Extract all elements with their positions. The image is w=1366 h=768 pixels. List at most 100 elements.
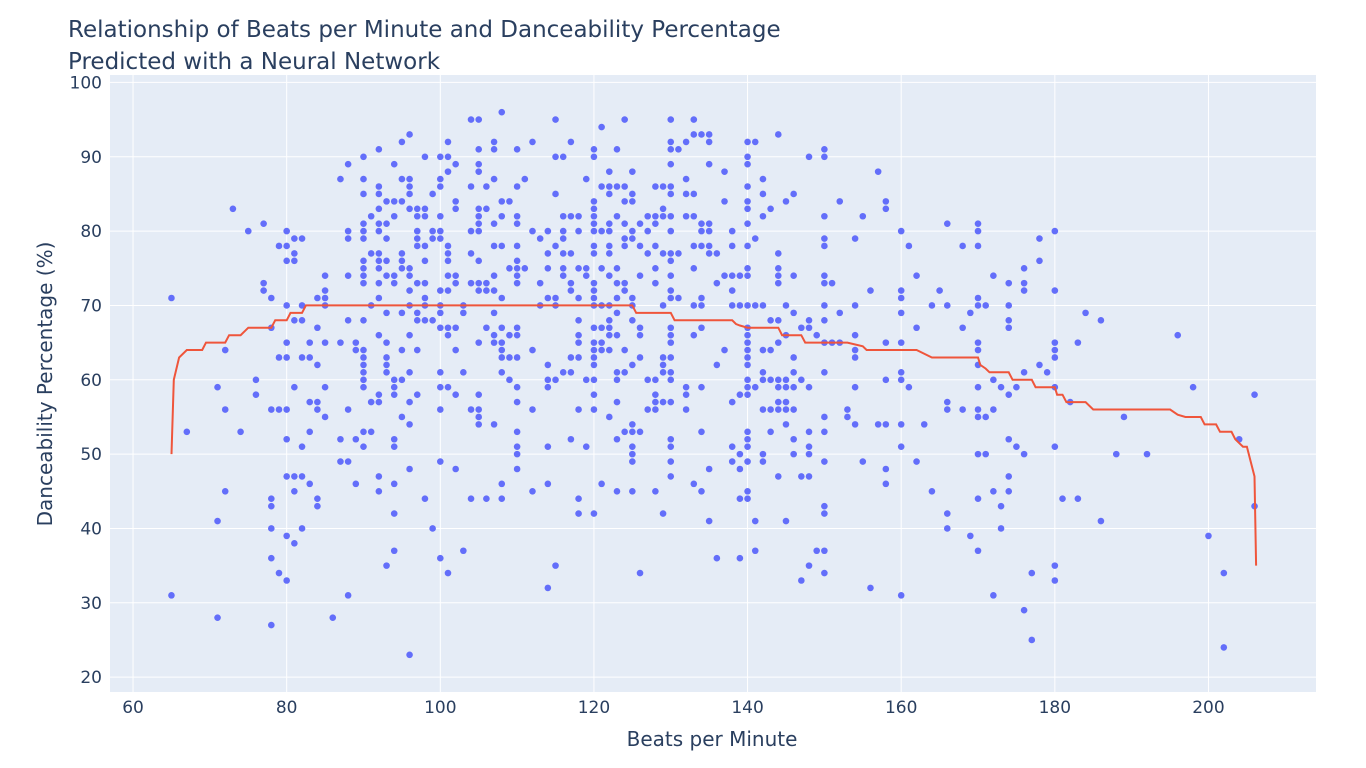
data-point <box>851 331 859 339</box>
data-point <box>360 272 367 280</box>
data-point <box>805 428 813 436</box>
data-point <box>590 205 598 213</box>
data-point <box>659 398 667 406</box>
data-point <box>652 487 659 495</box>
x-tick-label: 80 <box>276 698 298 718</box>
data-point <box>636 242 644 250</box>
data-point <box>429 525 436 532</box>
data-point <box>667 354 675 361</box>
data-point <box>629 235 636 242</box>
data-point <box>268 502 275 510</box>
data-point <box>943 302 951 309</box>
data-point <box>367 212 375 220</box>
data-point <box>559 272 567 280</box>
data-point <box>575 317 582 324</box>
data-point <box>1020 264 1028 272</box>
data-point <box>652 279 659 287</box>
data-point <box>429 227 436 235</box>
data-point <box>552 153 559 161</box>
data-point <box>444 138 452 146</box>
data-point <box>268 554 275 562</box>
data-point <box>260 287 267 294</box>
data-point <box>667 227 675 235</box>
data-point <box>513 242 521 250</box>
data-point <box>821 279 828 287</box>
data-point <box>636 569 644 577</box>
data-point <box>690 331 698 339</box>
data-point <box>590 250 598 257</box>
data-point <box>337 458 344 465</box>
data-point <box>314 324 321 332</box>
data-point <box>705 227 713 235</box>
data-point <box>698 131 705 138</box>
data-point <box>621 183 628 190</box>
data-point <box>659 369 667 376</box>
data-point <box>605 168 613 175</box>
data-point <box>744 346 751 354</box>
data-point <box>398 413 406 421</box>
data-point <box>667 138 675 146</box>
data-point <box>506 264 513 272</box>
data-point <box>360 354 367 361</box>
data-point <box>1143 450 1151 458</box>
data-point <box>260 279 267 287</box>
data-point <box>943 525 951 532</box>
data-point <box>598 346 605 354</box>
data-point <box>498 198 506 205</box>
data-point <box>613 279 621 287</box>
data-point <box>751 517 759 525</box>
data-point <box>744 183 751 190</box>
data-point <box>390 435 398 443</box>
data-point <box>498 339 506 346</box>
data-point <box>513 279 521 287</box>
data-point <box>836 309 844 317</box>
data-point <box>513 272 521 280</box>
data-point <box>421 279 429 287</box>
data-point <box>598 227 605 235</box>
data-point <box>559 235 567 242</box>
data-point <box>375 398 383 406</box>
data-point <box>283 354 290 361</box>
data-point <box>782 383 790 391</box>
data-point <box>483 287 490 294</box>
data-point <box>1120 413 1128 421</box>
data-point <box>759 175 767 183</box>
data-point <box>214 517 221 525</box>
data-point <box>252 376 260 384</box>
data-point <box>475 146 483 153</box>
data-point <box>360 153 367 161</box>
data-point <box>828 279 836 287</box>
data-point <box>621 346 628 354</box>
data-point <box>437 458 444 465</box>
data-point <box>690 212 698 220</box>
data-point <box>821 458 828 465</box>
data-point <box>798 473 805 480</box>
data-point <box>283 339 290 346</box>
data-point <box>490 339 498 346</box>
data-point <box>667 331 675 339</box>
data-point <box>751 383 759 391</box>
data-point <box>821 302 828 309</box>
data-point <box>475 391 483 398</box>
plot-area <box>110 75 1316 692</box>
data-point <box>744 331 751 339</box>
data-point <box>390 480 398 488</box>
data-point <box>744 361 751 369</box>
data-point <box>483 324 490 332</box>
data-point <box>413 309 421 317</box>
data-point <box>782 198 790 205</box>
data-point <box>437 227 444 235</box>
data-point <box>344 272 352 280</box>
chart-title-line-2: Predicted with a Neural Network <box>68 49 441 75</box>
data-point <box>636 354 644 361</box>
data-point <box>406 421 413 428</box>
data-point <box>790 450 797 458</box>
data-point <box>974 339 982 346</box>
data-point <box>744 354 751 361</box>
data-point <box>790 406 797 413</box>
data-point <box>421 212 429 220</box>
data-point <box>821 413 828 421</box>
data-point <box>390 510 398 517</box>
data-point <box>590 198 598 205</box>
data-point <box>629 443 636 450</box>
